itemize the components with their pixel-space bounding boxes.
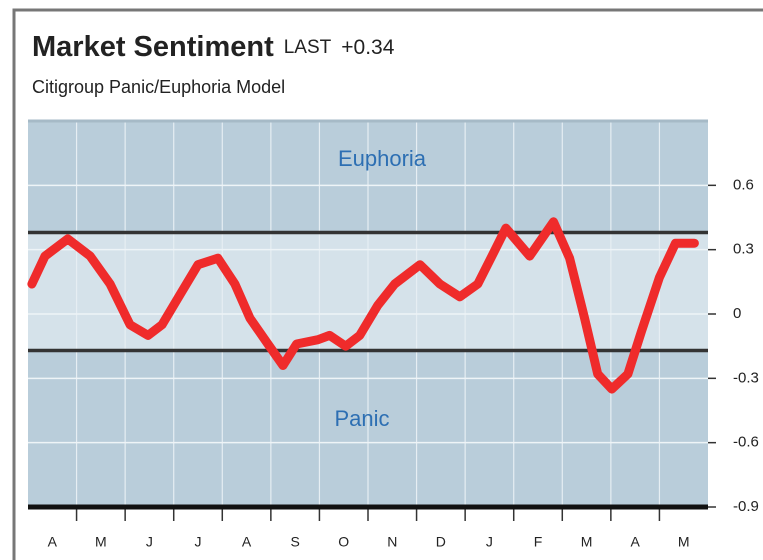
x-tick-label: M [678,534,690,550]
last-label: LAST [284,37,332,58]
x-tick-label: D [436,534,446,550]
y-tick-label: 0 [733,305,741,322]
x-tick-label: M [581,534,593,550]
x-tick-label: J [146,534,153,550]
last-value: +0.34 [341,36,394,59]
y-tick-label: -0.6 [733,434,759,451]
chart-title: Market Sentiment LAST +0.34 [32,31,395,63]
title-text: Market Sentiment [32,31,274,63]
y-tick-label: 0.6 [733,176,754,193]
y-tick-label: -0.9 [733,498,759,515]
x-tick-label: F [534,534,543,550]
x-tick-label: M [95,534,107,550]
frame [12,8,763,560]
x-tick-label: O [338,534,349,550]
x-tick-label: A [630,534,640,550]
x-tick-label: J [195,534,202,550]
annotation: Panic [334,406,389,431]
x-tick-label: J [486,534,493,550]
y-tick-label: -0.3 [733,369,759,386]
x-tick-label: A [48,534,58,550]
x-tick-label: S [290,534,299,550]
y-tick-label: 0.3 [733,241,754,258]
x-tick-label: A [242,534,252,550]
data-line [27,217,699,394]
subtitle: Citigroup Panic/Euphoria Model [32,77,285,97]
annotation: Euphoria [338,146,427,171]
x-tick-label: N [387,534,397,550]
